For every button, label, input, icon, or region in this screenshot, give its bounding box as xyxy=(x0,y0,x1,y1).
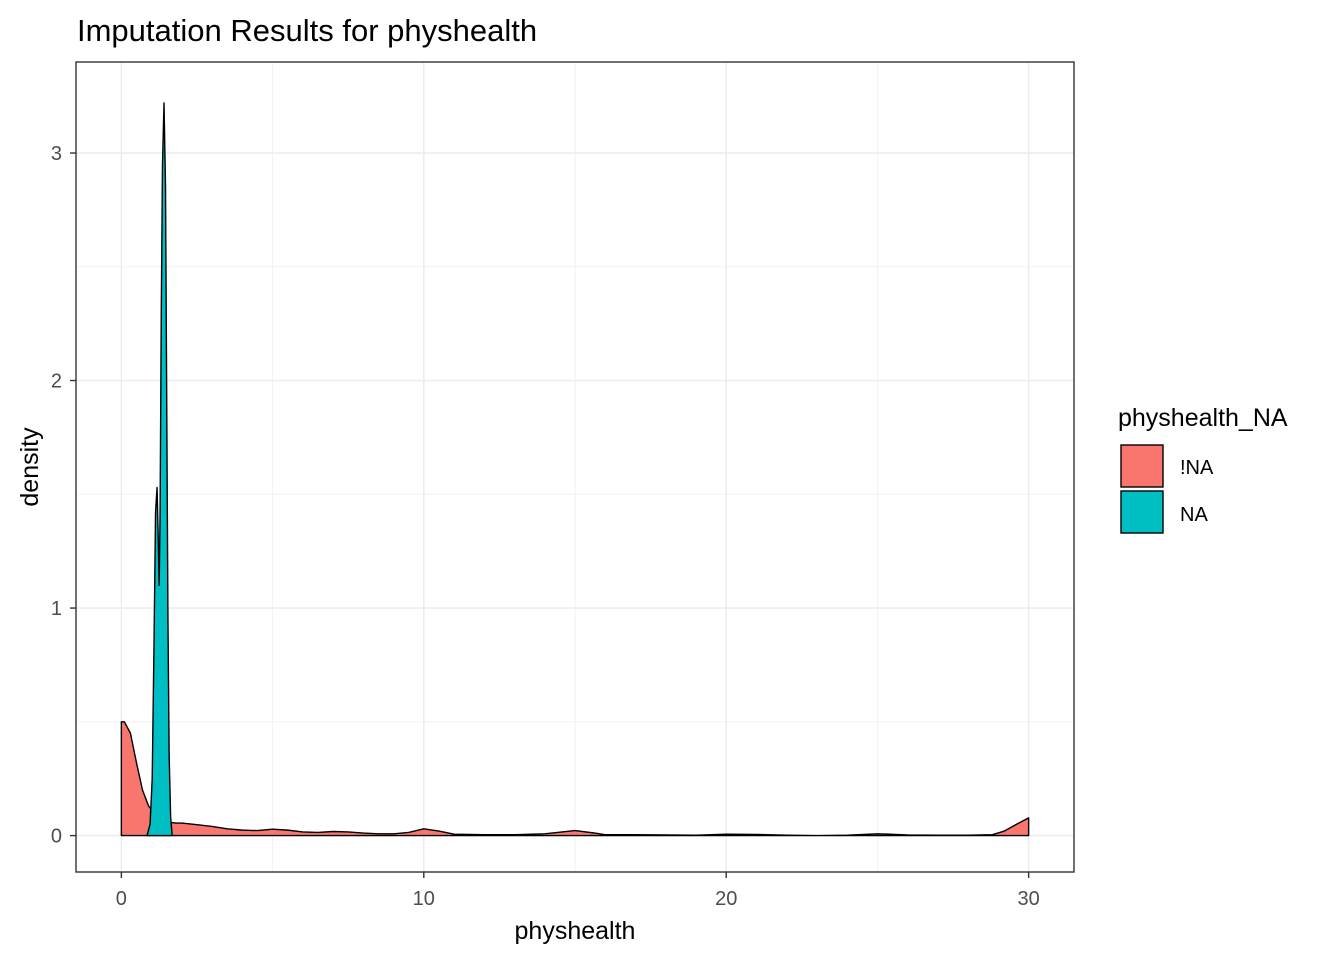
x-tick-label: 20 xyxy=(715,888,737,910)
y-tick-label: 3 xyxy=(51,143,62,165)
x-axis-ticks: 0 10 20 30 xyxy=(116,872,1040,910)
x-axis-title: physhealth xyxy=(515,917,636,945)
legend-label-na: NA xyxy=(1180,504,1208,526)
legend-swatch-na xyxy=(1120,490,1164,534)
y-tick-label: 0 xyxy=(51,826,62,848)
gridlines xyxy=(76,62,1074,872)
x-tick-label: 0 xyxy=(116,888,127,910)
x-tick-label: 10 xyxy=(413,888,435,910)
y-tick-label: 2 xyxy=(51,371,62,393)
y-axis-title: density xyxy=(16,427,44,507)
chart-title: Imputation Results for physhealth xyxy=(77,13,537,48)
legend-swatch-na-excluded xyxy=(1120,444,1164,488)
legend-item-na: NA xyxy=(1120,490,1208,534)
density-area-na xyxy=(146,102,173,837)
legend-label-na-excluded: !NA xyxy=(1180,457,1214,479)
legend-item-na-excluded: !NA xyxy=(1120,444,1214,488)
x-tick-label: 30 xyxy=(1018,888,1040,910)
y-tick-label: 1 xyxy=(51,598,62,620)
legend: physhealth_NA !NA NA xyxy=(1118,404,1288,534)
density-area-na-excluded xyxy=(120,721,1030,837)
density-areas xyxy=(120,102,1030,837)
y-axis-ticks: 0 1 2 3 xyxy=(51,143,76,848)
panel-border xyxy=(75,61,1075,873)
legend-title: physhealth_NA xyxy=(1118,404,1288,432)
